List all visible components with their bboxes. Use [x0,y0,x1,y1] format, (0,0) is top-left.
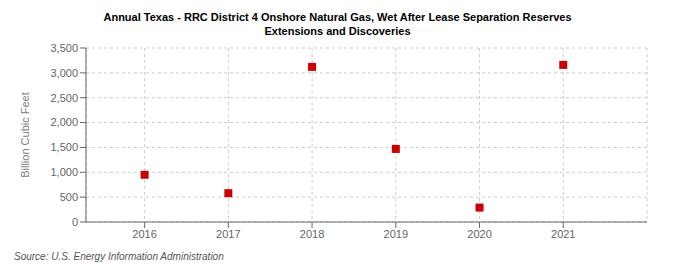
svg-text:2019: 2019 [384,228,408,240]
svg-text:3,500: 3,500 [50,42,78,54]
svg-text:Billion Cubic Feet: Billion Cubic Feet [19,92,31,178]
svg-text:2016: 2016 [132,228,156,240]
html-text:Annual Texas - RRC District 4: Annual Texas - RRC District 4 Onshore Na… [103,11,572,23]
svg-text:0: 0 [72,216,78,228]
svg-text:2017: 2017 [216,228,240,240]
svg-text:2,000: 2,000 [50,116,78,128]
svg-text:1,000: 1,000 [50,166,78,178]
svg-text:500: 500 [60,191,78,203]
svg-text:1,500: 1,500 [50,141,78,153]
html-text:Source: U.S. Energy Informatio: Source: U.S. Energy Information Administ… [14,251,224,262]
svg-text:2021: 2021 [551,228,575,240]
svg-text:2,500: 2,500 [50,92,78,104]
svg-text:3,000: 3,000 [50,67,78,79]
svg-text:2020: 2020 [467,228,491,240]
html-text:Extensions and Discoveries: Extensions and Discoveries [264,25,411,37]
svg-text:2018: 2018 [300,228,324,240]
